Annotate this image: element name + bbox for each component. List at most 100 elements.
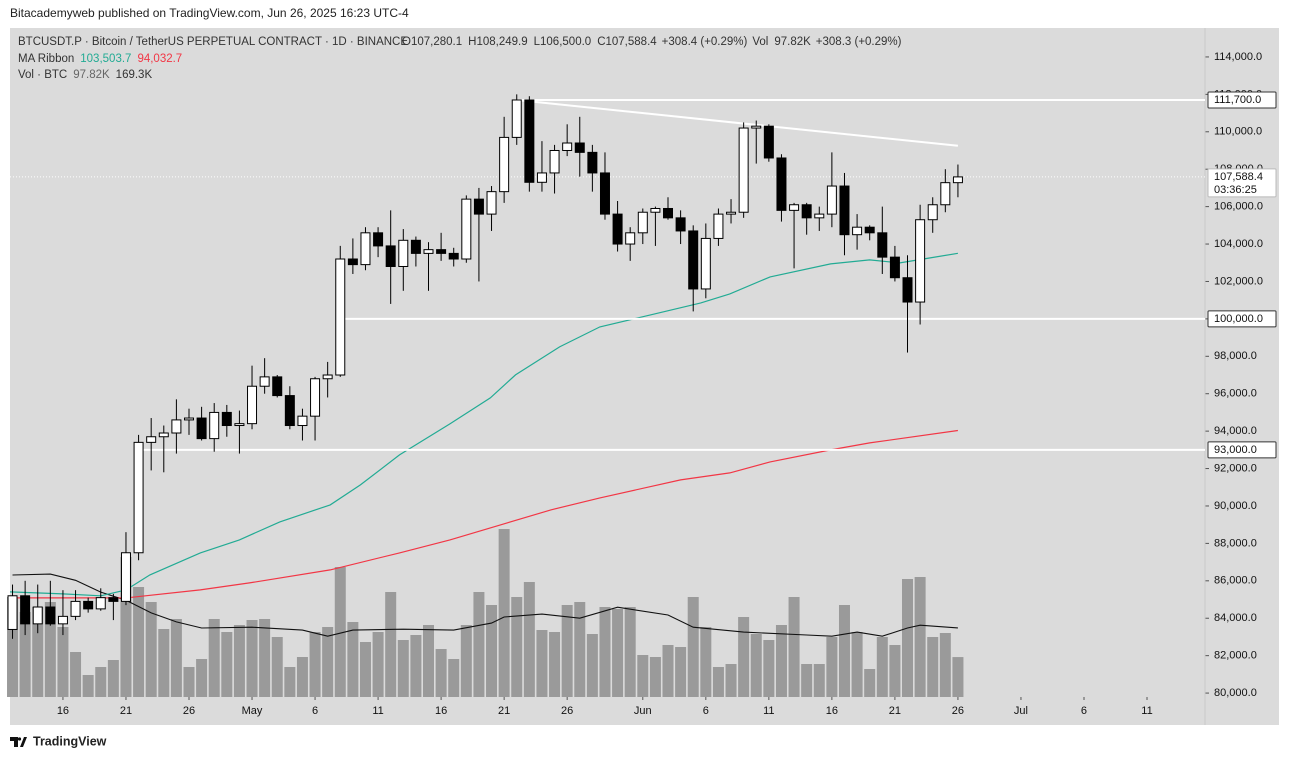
candle-body (473, 198, 484, 215)
candle-body (486, 191, 497, 215)
candle-body (688, 230, 699, 290)
last-price-label: 107,588.4 (1214, 171, 1263, 183)
candle (952, 164, 963, 198)
candle (625, 227, 636, 261)
candle (637, 208, 648, 245)
candle-body (259, 376, 270, 387)
candle (574, 116, 585, 177)
x-tick-label: 16 (435, 705, 447, 717)
volume-bar (801, 664, 813, 697)
candle (902, 255, 913, 353)
candle-body (952, 176, 963, 184)
candle (70, 590, 81, 621)
candle-body (221, 411, 232, 427)
candle-body (549, 149, 560, 174)
ma-legend-value: 94,032.7 (137, 53, 182, 65)
volume-bar (246, 620, 258, 697)
candle-body (852, 226, 863, 236)
volume-bar (763, 640, 775, 697)
ohlc-part: H (468, 36, 476, 48)
candle (234, 410, 245, 454)
volume-bar (271, 637, 283, 697)
candle-body (322, 374, 333, 380)
volume-legend-label: Vol · BTC (18, 69, 67, 81)
x-tick-label: 16 (57, 705, 69, 717)
ohlc-part: 108,249.9 (476, 36, 527, 48)
candle-body (234, 423, 245, 427)
candle-body (675, 217, 686, 232)
candle (726, 199, 737, 224)
candle (852, 214, 863, 250)
volume-bar (435, 649, 447, 697)
candle-body (927, 204, 938, 221)
candle-body (360, 232, 371, 266)
candle (675, 210, 686, 245)
candle-body (599, 172, 610, 215)
candle (108, 593, 119, 621)
candle-body (196, 417, 207, 440)
candle-body (650, 207, 661, 213)
candle-body (108, 597, 119, 602)
volume-bar (511, 597, 523, 697)
level-label-box (1207, 91, 1277, 109)
candle (915, 204, 926, 325)
candle-body (612, 213, 623, 245)
level-label: 111,700.0 (1214, 94, 1261, 106)
ohlc-part: Vol (752, 36, 768, 48)
candle (183, 408, 194, 435)
ohlc-part: 106,500.0 (540, 36, 591, 48)
y-tick-label: 106,000.0 (1214, 201, 1263, 213)
candle-body (751, 125, 762, 129)
candle (940, 169, 951, 213)
level-label-box (1207, 441, 1277, 459)
candle (599, 152, 610, 220)
candle (423, 242, 434, 291)
y-tick-label: 102,000.0 (1214, 275, 1263, 287)
volume-bar (44, 602, 56, 697)
candle-body (763, 125, 774, 159)
candle-body (335, 258, 346, 376)
candle-body (20, 595, 31, 625)
volume-bar (95, 667, 107, 697)
candle (297, 408, 308, 441)
candle (158, 425, 169, 473)
x-tick-label: 26 (952, 705, 964, 717)
volume-bar (624, 607, 636, 697)
ma-line (9, 252, 958, 597)
candle-body (536, 172, 547, 183)
volume-bar (385, 592, 397, 697)
candle (20, 580, 31, 636)
candle-body (448, 252, 459, 260)
candle (738, 122, 749, 218)
chart-panel (10, 28, 1279, 725)
volume-bar (788, 597, 800, 697)
candle-body (146, 436, 157, 443)
x-tick-label: 6 (703, 705, 709, 717)
ohlc-part: 107,280.1 (411, 36, 462, 48)
candle (776, 154, 787, 222)
volume-bar (675, 647, 687, 697)
candle-body (373, 232, 384, 247)
candle-body (7, 595, 18, 630)
candle-body (814, 213, 825, 219)
ohlc-part: 107,588.4 (606, 36, 658, 48)
candle (322, 361, 333, 398)
candle-body (209, 411, 220, 440)
candle-body (637, 211, 648, 234)
ohlc-part: 97.82K (774, 36, 811, 48)
level-label-box (1207, 310, 1277, 328)
volume-bar (549, 632, 561, 697)
y-tick-label: 86,000.0 (1214, 575, 1257, 587)
x-tick-label: 6 (1081, 705, 1087, 717)
candle-body (310, 378, 321, 417)
x-tick-label: Jun (634, 705, 652, 717)
candle-body (410, 239, 421, 254)
candle (95, 588, 106, 611)
x-tick-label: Jul (1014, 705, 1028, 717)
candle (335, 245, 346, 377)
candle-body (625, 232, 636, 245)
volume-bar (259, 619, 271, 697)
candle (713, 208, 724, 246)
y-tick-label: 90,000.0 (1214, 500, 1257, 512)
candle (385, 210, 396, 304)
